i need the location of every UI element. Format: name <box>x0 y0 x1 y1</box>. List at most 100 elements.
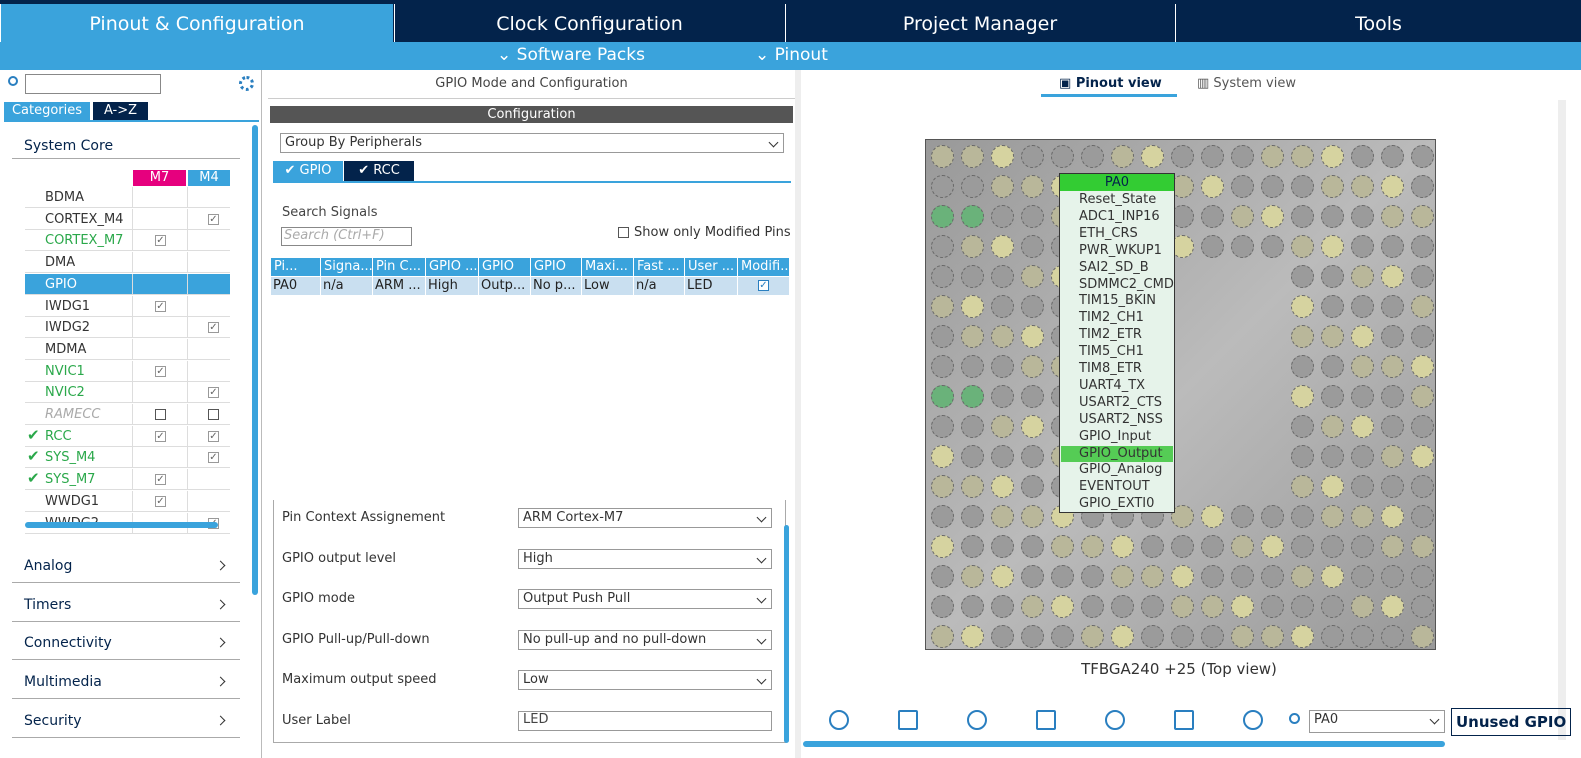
pin[interactable] <box>1291 445 1314 468</box>
pin[interactable] <box>1411 505 1434 528</box>
pin[interactable] <box>1411 445 1434 468</box>
pin[interactable] <box>1411 625 1434 648</box>
pin[interactable] <box>1261 505 1284 528</box>
pin[interactable] <box>1321 565 1344 588</box>
table-cell[interactable]: n/a <box>634 277 684 295</box>
pin[interactable] <box>1411 475 1434 498</box>
toolbar-icon[interactable] <box>829 710 849 730</box>
pin-function[interactable]: TIM15_BKIN <box>1061 293 1173 309</box>
pin[interactable] <box>1351 145 1374 168</box>
pin[interactable] <box>1351 415 1374 438</box>
pin[interactable] <box>1171 625 1194 648</box>
pin[interactable] <box>1261 145 1284 168</box>
pin[interactable] <box>1141 565 1164 588</box>
category-row[interactable]: IWDG2✓ <box>25 317 230 338</box>
pin[interactable] <box>991 265 1014 288</box>
pin-function[interactable]: SAI2_SD_B <box>1061 260 1173 276</box>
pin[interactable] <box>1321 385 1344 408</box>
pin[interactable] <box>1381 625 1404 648</box>
pin[interactable] <box>1021 385 1044 408</box>
pin[interactable] <box>1321 505 1344 528</box>
pin[interactable] <box>1381 505 1404 528</box>
pin[interactable] <box>1201 235 1224 258</box>
category-row[interactable]: CORTEX_M7✓ <box>25 230 230 251</box>
pin[interactable] <box>1291 235 1314 258</box>
pin[interactable] <box>1291 625 1314 648</box>
pin[interactable] <box>1351 595 1374 618</box>
main-tab[interactable]: Pinout & Configuration <box>0 4 393 42</box>
pin[interactable] <box>1231 505 1254 528</box>
field-dropdown[interactable]: Output Push Pull <box>518 589 772 609</box>
toolbar-icon[interactable] <box>1243 710 1263 730</box>
pin[interactable] <box>1201 175 1224 198</box>
pin[interactable] <box>1351 265 1374 288</box>
pin[interactable] <box>991 565 1014 588</box>
pin[interactable] <box>1411 565 1434 588</box>
pin[interactable] <box>931 235 954 258</box>
pin[interactable] <box>991 295 1014 318</box>
pin[interactable] <box>1291 325 1314 348</box>
pin[interactable] <box>1291 265 1314 288</box>
pin[interactable] <box>991 625 1014 648</box>
pin[interactable] <box>931 535 954 558</box>
pin-function[interactable]: TIM8_ETR <box>1061 361 1173 377</box>
pin[interactable] <box>1291 565 1314 588</box>
pin-function[interactable]: GPIO_Output <box>1061 446 1173 462</box>
pin[interactable] <box>1351 565 1374 588</box>
pin[interactable] <box>1321 265 1344 288</box>
table-header[interactable]: Pi... <box>271 258 320 276</box>
pin[interactable] <box>1321 325 1344 348</box>
pin[interactable] <box>1201 205 1224 228</box>
pin[interactable] <box>1231 625 1254 648</box>
pin[interactable] <box>961 325 984 348</box>
pin[interactable] <box>991 235 1014 258</box>
pin[interactable] <box>1261 205 1284 228</box>
category-row[interactable]: CORTEX_M4✓ <box>25 209 230 230</box>
pin[interactable] <box>1171 145 1194 168</box>
pin[interactable] <box>1351 505 1374 528</box>
table-header[interactable]: Modifi... <box>738 258 789 276</box>
pin[interactable] <box>1111 535 1134 558</box>
table-cell[interactable]: No p... <box>531 277 581 295</box>
pin[interactable] <box>1291 505 1314 528</box>
pin[interactable] <box>1411 265 1434 288</box>
checkbox[interactable]: ✓ <box>155 366 166 377</box>
pin-function[interactable]: PWR_WKUP1 <box>1061 243 1173 259</box>
pin[interactable] <box>1291 415 1314 438</box>
pin[interactable] <box>1291 175 1314 198</box>
pin[interactable] <box>1261 535 1284 558</box>
pin[interactable] <box>1261 565 1284 588</box>
pin[interactable] <box>1081 625 1104 648</box>
pin[interactable] <box>1411 595 1434 618</box>
view-tab[interactable]: ▥ System view <box>1197 76 1296 91</box>
pin[interactable] <box>931 325 954 348</box>
table-header[interactable]: GPIO ... <box>479 258 530 276</box>
pin[interactable] <box>1351 235 1374 258</box>
pin[interactable] <box>991 535 1014 558</box>
section-item[interactable]: Multimedia <box>24 674 102 690</box>
pin[interactable] <box>1231 175 1254 198</box>
checkbox[interactable]: ✓ <box>208 431 219 442</box>
pin[interactable] <box>961 415 984 438</box>
table-cell[interactable]: n/a <box>321 277 372 295</box>
pin[interactable] <box>1021 295 1044 318</box>
pin-function[interactable]: GPIO_EXTI0 <box>1061 496 1173 512</box>
category-row[interactable]: BDMA <box>25 187 230 208</box>
table-cell[interactable]: Low <box>582 277 633 295</box>
pin[interactable] <box>1021 205 1044 228</box>
pin[interactable] <box>1021 475 1044 498</box>
pin[interactable] <box>1381 475 1404 498</box>
pin[interactable] <box>1051 625 1074 648</box>
table-cell[interactable]: LED <box>685 277 737 295</box>
pin[interactable] <box>1411 385 1434 408</box>
pin[interactable] <box>961 505 984 528</box>
pin-function[interactable]: USART2_NSS <box>1061 412 1173 428</box>
table-header[interactable]: Signa... <box>321 258 372 276</box>
checkbox[interactable]: ✓ <box>155 235 166 246</box>
pin[interactable] <box>1021 145 1044 168</box>
pin[interactable] <box>1351 535 1374 558</box>
pin[interactable] <box>1321 445 1344 468</box>
pin[interactable] <box>991 595 1014 618</box>
section-item[interactable]: Timers <box>24 597 71 613</box>
field-dropdown[interactable]: ARM Cortex-M7 <box>518 508 772 528</box>
